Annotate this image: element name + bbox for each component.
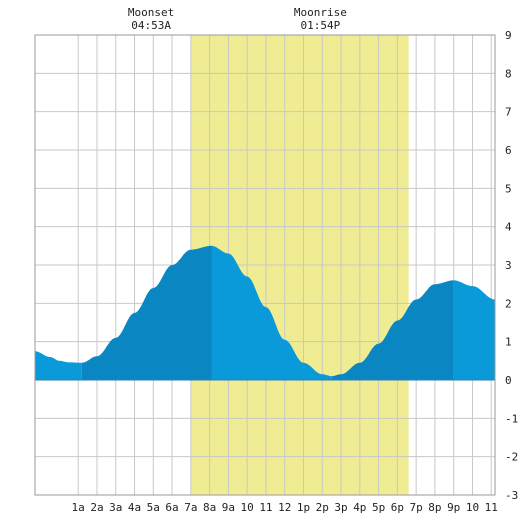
y-tick-label: 6 — [505, 144, 512, 157]
tide-area-rising — [81, 245, 212, 380]
x-tick-label: 12 — [278, 501, 291, 514]
y-tick-label: 4 — [505, 221, 512, 234]
x-tick-label: 3a — [109, 501, 122, 514]
x-tick-label: 2a — [90, 501, 103, 514]
y-tick-label: -1 — [505, 412, 518, 425]
y-tick-label: 8 — [505, 67, 512, 80]
x-tick-label: 3p — [334, 501, 347, 514]
x-tick-label: 7a — [184, 501, 197, 514]
moon-event-label: Moonset — [128, 6, 174, 19]
x-tick-label: 4p — [353, 501, 366, 514]
moon-event-time: 01:54P — [301, 19, 341, 32]
x-tick-label: 1a — [72, 501, 85, 514]
y-tick-label: -3 — [505, 489, 518, 502]
y-axis-ticks: -3 -2 -1 0 1 2 3 4 5 6 7 8 9 — [505, 29, 518, 502]
y-tick-label: 5 — [505, 182, 512, 195]
moon-event-time: 04:53A — [131, 19, 171, 32]
x-tick-label: 6p — [391, 501, 404, 514]
tide-area-layer — [35, 245, 495, 380]
tide-area-falling — [35, 351, 82, 380]
x-tick-label: 4a — [128, 501, 141, 514]
x-tick-label: 11 — [259, 501, 272, 514]
plot-frame — [34, 34, 496, 496]
y-tick-label: 3 — [505, 259, 512, 272]
y-tick-label: 1 — [505, 336, 512, 349]
x-tick-label: 5p — [372, 501, 385, 514]
x-axis-ticks: 1a 2a 3a 4a 5a 6a 7a 8a 9a 10 11 12 1p 2p 3p 4p 5p 6p 7p 8p… — [72, 501, 498, 514]
x-tick-label: 8p — [428, 501, 441, 514]
x-tick-label: 9a — [222, 501, 235, 514]
tide-area-falling — [211, 245, 332, 380]
tide-area-rising — [331, 280, 454, 380]
x-tick-label: 8a — [203, 501, 216, 514]
x-tick-label: 6a — [165, 501, 178, 514]
x-tick-label: 2p — [316, 501, 329, 514]
moon-event-label: Moonrise — [294, 6, 347, 19]
y-tick-label: 7 — [505, 106, 512, 119]
tide-area-falling — [453, 280, 495, 380]
x-tick-label: 1p — [297, 501, 310, 514]
x-tick-label: 10 — [466, 501, 479, 514]
y-tick-label: -2 — [505, 451, 518, 464]
x-tick-label: 10 — [241, 501, 254, 514]
y-tick-label: 2 — [505, 297, 512, 310]
x-tick-label: 9p — [447, 501, 460, 514]
y-tick-label: 9 — [505, 29, 512, 42]
y-tick-label: 0 — [505, 374, 512, 387]
x-tick-label: 11 — [485, 501, 498, 514]
x-tick-label: 5a — [147, 501, 160, 514]
x-tick-label: 7p — [410, 501, 423, 514]
plot-frame-layer — [34, 34, 496, 496]
